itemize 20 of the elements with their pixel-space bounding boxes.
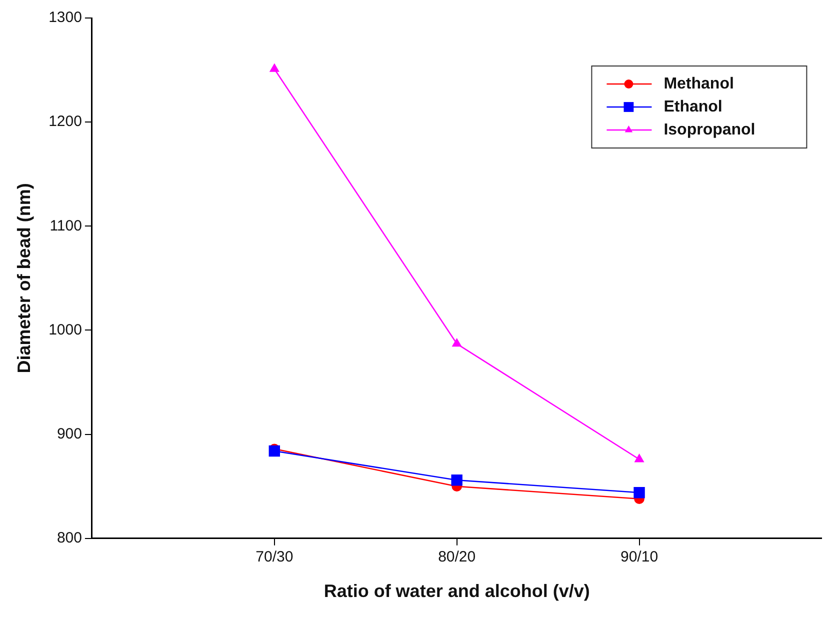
y-tick-label: 1200 <box>48 113 82 130</box>
point <box>268 445 280 457</box>
point <box>270 64 279 72</box>
y-tick-label: 1100 <box>50 217 82 234</box>
legend-label: Ethanol <box>664 98 722 116</box>
x-axis-title: Ratio of water and alcohol (v/v) <box>324 581 590 602</box>
point <box>634 487 645 498</box>
y-tick-label: 1000 <box>48 321 82 338</box>
legend-label: Methanol <box>664 75 734 92</box>
legend-label: Isopropanol <box>664 121 756 138</box>
point <box>451 474 462 486</box>
y-axis-title: Diameter of bead (nm) <box>14 183 34 374</box>
y-tick-label: 800 <box>56 530 82 547</box>
point <box>634 454 644 462</box>
y-tick-label: 900 <box>56 425 82 442</box>
x-tick-label: 70/30 <box>256 548 294 566</box>
x-tick-label: 90/10 <box>620 548 658 566</box>
x-tick-label: 80/20 <box>438 548 476 566</box>
point <box>452 338 462 347</box>
y-tick-label: 1300 <box>48 9 82 26</box>
